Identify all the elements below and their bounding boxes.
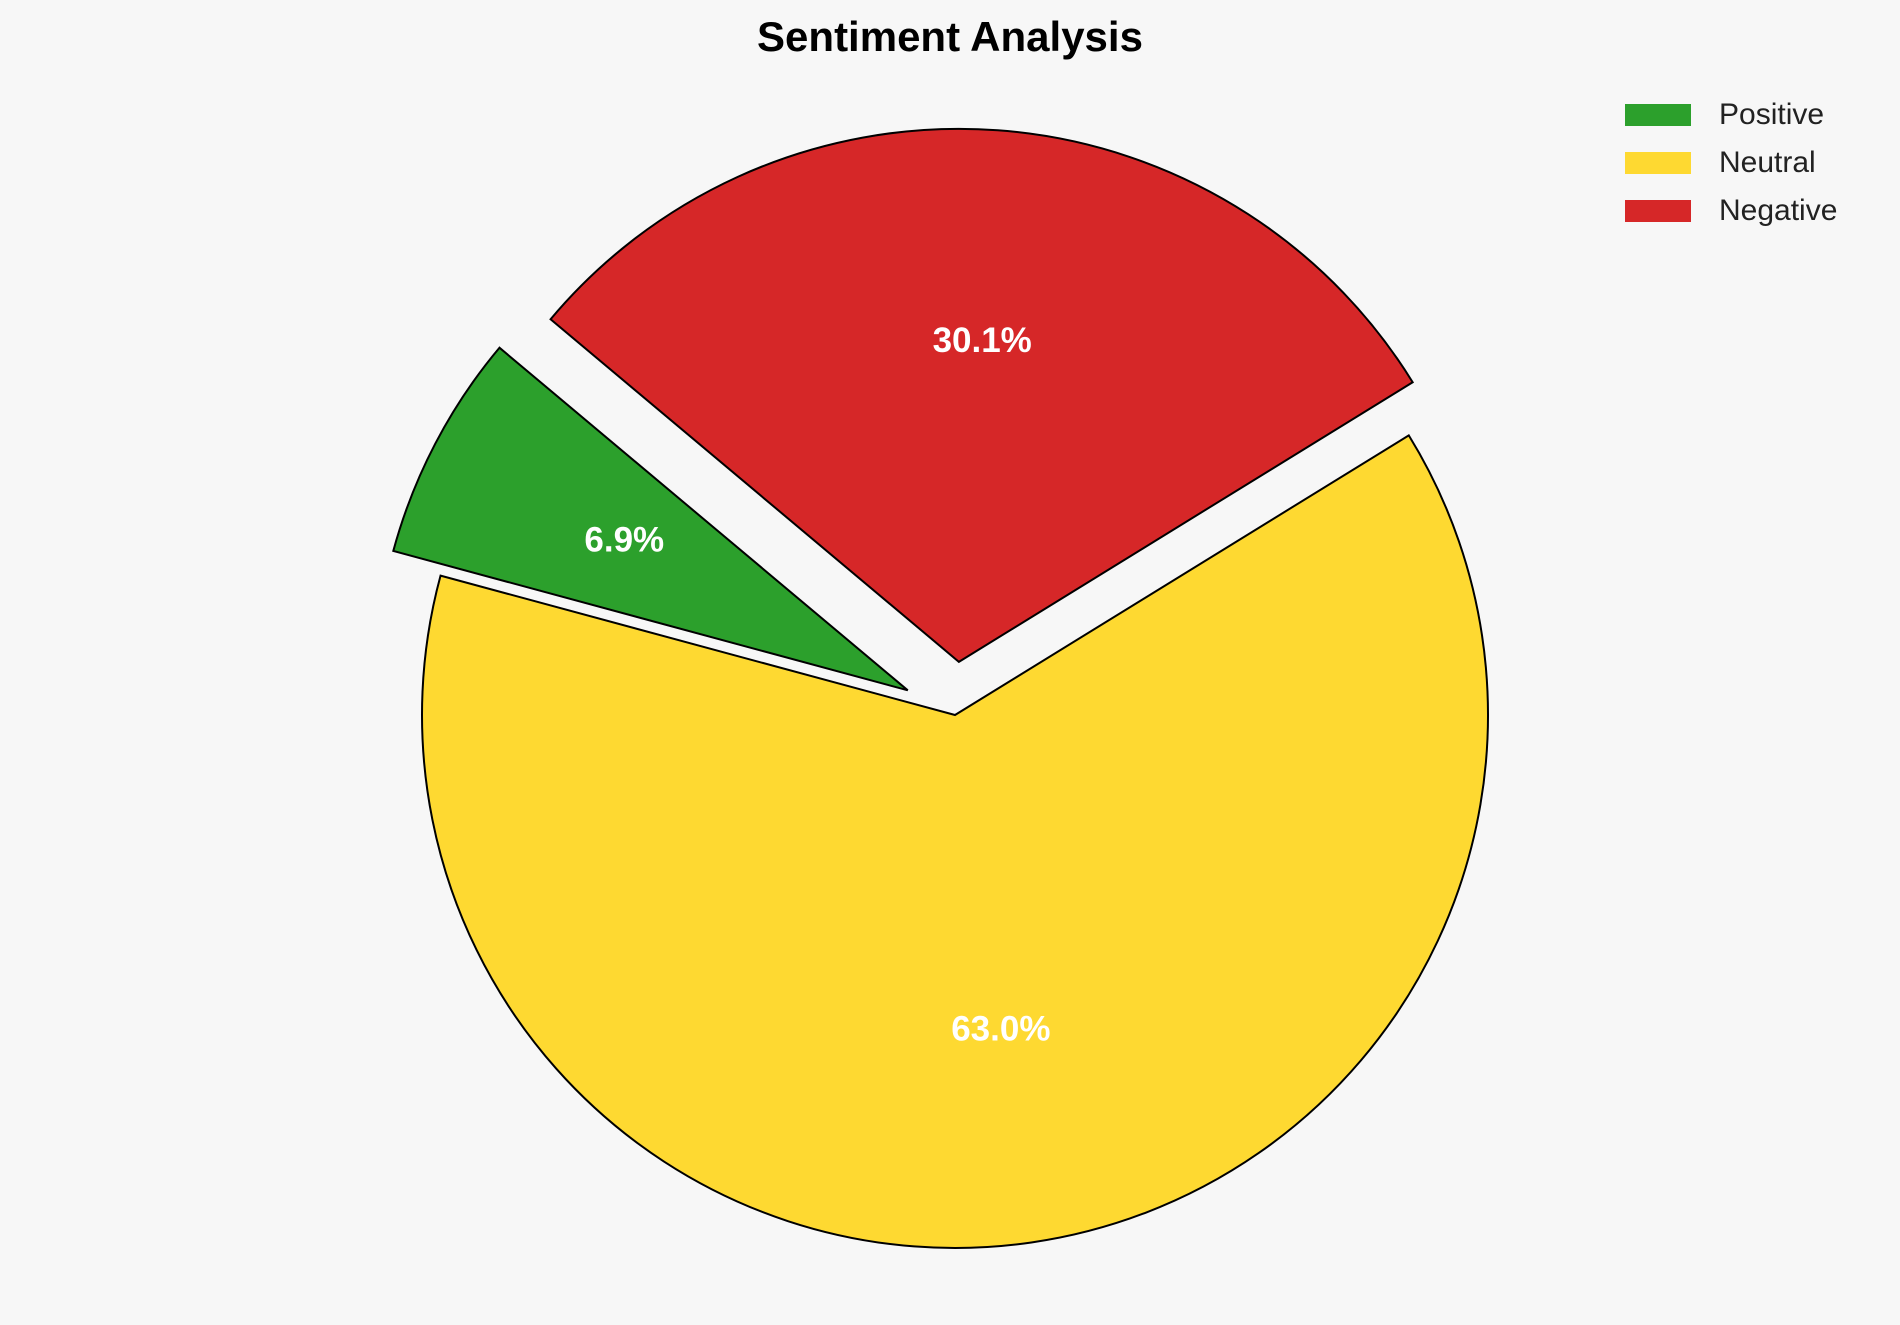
pie-slice — [421, 434, 1489, 1249]
value-label: 63.0% — [951, 1010, 1050, 1049]
legend-label: Positive — [1719, 98, 1824, 131]
pie-slice — [549, 127, 1415, 664]
chart-title: Sentiment Analysis — [757, 13, 1143, 60]
legend-swatch — [1625, 104, 1691, 126]
legend-swatch — [1625, 152, 1691, 174]
value-label: 30.1% — [933, 321, 1032, 360]
pie-slice — [392, 346, 909, 692]
legend-label: Negative — [1719, 194, 1837, 227]
legend-swatch — [1625, 200, 1691, 222]
value-label: 6.9% — [584, 521, 664, 560]
legend-label: Neutral — [1719, 146, 1816, 179]
